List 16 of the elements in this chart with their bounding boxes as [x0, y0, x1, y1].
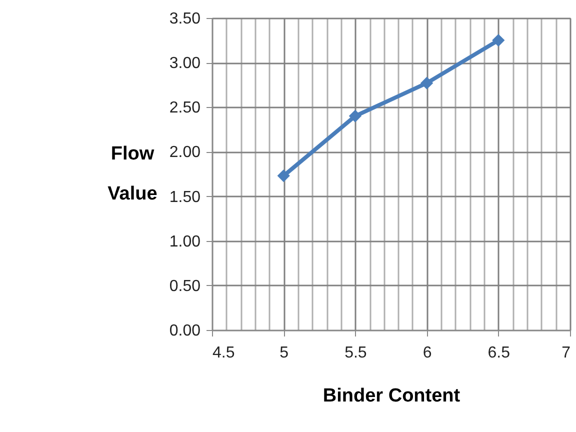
- y-tick-label: 3.50: [169, 10, 201, 28]
- y-tick-label: 0.00: [169, 322, 201, 340]
- y-tick-label: 3.00: [169, 55, 201, 72]
- x-tick-label: 4.5: [212, 344, 235, 362]
- x-tick-label: 7: [562, 344, 571, 362]
- x-tick-label: 5.5: [344, 344, 367, 362]
- y-axis-title: Flow Value: [108, 144, 158, 204]
- y-tick-label: 0.50: [169, 278, 201, 295]
- y-tick-label: 1.50: [169, 188, 201, 206]
- x-tick-label: 5: [280, 344, 289, 362]
- x-tick-label: 6: [422, 344, 432, 362]
- y-tick-label: 2.00: [169, 144, 201, 162]
- y-tick-label: 1.00: [169, 233, 201, 250]
- x-axis-title: Binder Content: [322, 386, 461, 406]
- x-tick-label: 6.5: [488, 344, 510, 362]
- y-tick-label: 2.50: [169, 100, 201, 117]
